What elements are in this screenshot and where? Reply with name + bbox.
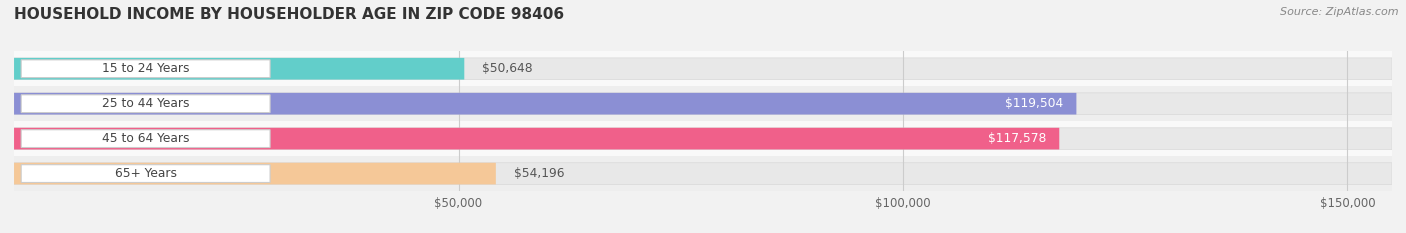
Text: $117,578: $117,578	[987, 132, 1046, 145]
FancyBboxPatch shape	[14, 163, 496, 185]
FancyBboxPatch shape	[21, 130, 270, 147]
Bar	[14, 86, 1392, 121]
Text: $54,196: $54,196	[513, 167, 564, 180]
Text: $50,648: $50,648	[482, 62, 533, 75]
FancyBboxPatch shape	[21, 60, 270, 78]
Text: $119,504: $119,504	[1005, 97, 1063, 110]
Text: 25 to 44 Years: 25 to 44 Years	[101, 97, 190, 110]
Bar	[14, 51, 1392, 86]
Text: 45 to 64 Years: 45 to 64 Years	[101, 132, 190, 145]
Text: 15 to 24 Years: 15 to 24 Years	[101, 62, 190, 75]
FancyBboxPatch shape	[14, 163, 1392, 185]
Bar	[14, 121, 1392, 156]
Text: HOUSEHOLD INCOME BY HOUSEHOLDER AGE IN ZIP CODE 98406: HOUSEHOLD INCOME BY HOUSEHOLDER AGE IN Z…	[14, 7, 564, 22]
FancyBboxPatch shape	[14, 58, 1392, 80]
FancyBboxPatch shape	[21, 95, 270, 113]
Text: Source: ZipAtlas.com: Source: ZipAtlas.com	[1281, 7, 1399, 17]
FancyBboxPatch shape	[14, 128, 1059, 150]
FancyBboxPatch shape	[21, 165, 270, 182]
Bar	[14, 156, 1392, 191]
FancyBboxPatch shape	[14, 128, 1392, 150]
FancyBboxPatch shape	[14, 93, 1392, 115]
Text: 65+ Years: 65+ Years	[115, 167, 177, 180]
FancyBboxPatch shape	[14, 93, 1077, 115]
FancyBboxPatch shape	[14, 58, 464, 80]
